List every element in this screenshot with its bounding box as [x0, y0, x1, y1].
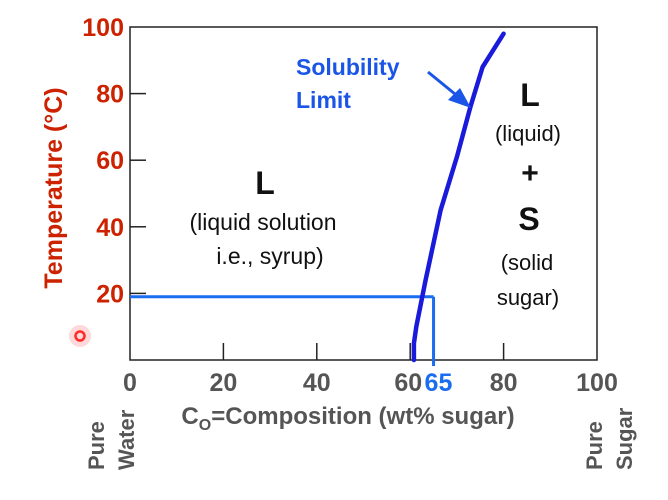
right-region-plus: +: [521, 157, 539, 190]
x-marker-label-65: 65: [425, 369, 453, 397]
left-region-desc-1: (liquid solution: [189, 209, 336, 235]
solubility-arrow-icon: [427, 70, 471, 108]
y-tick-label: 60: [96, 147, 124, 175]
right-region-s: S: [518, 201, 539, 237]
pure-water-label-1: Pure: [84, 421, 109, 470]
left-region-symbol: L: [255, 165, 275, 201]
x-tick-label: 0: [123, 369, 137, 397]
right-region-sugar: sugar): [497, 285, 559, 310]
x-axis-label-rest: =Composition (wt% sugar): [211, 403, 514, 430]
x-axis-label-prefix: C: [181, 403, 198, 430]
solubility-label-line2: Limit: [296, 87, 351, 113]
x-tick-label: 60: [394, 369, 422, 397]
x-axis-label-subscript: O: [199, 417, 211, 434]
x-axis-label: CO=Composition (wt% sugar): [181, 403, 514, 434]
y-axis-label: Temperature (°C): [40, 87, 68, 288]
left-region-desc-2: i.e., syrup): [216, 243, 323, 269]
y-tick-label: 100: [82, 14, 124, 42]
x-tick-label: 80: [490, 369, 518, 397]
right-region-l: L: [520, 77, 540, 113]
solubility-limit-curve: [411, 31, 506, 363]
pure-sugar-label-2: Sugar: [612, 407, 637, 470]
pure-water-label-2: Water: [114, 409, 139, 470]
cursor-indicator-icon: [69, 325, 91, 347]
x-tick-label: 40: [303, 369, 331, 397]
plot-frame: [129, 26, 598, 361]
pure-sugar-label-1: Pure: [582, 421, 607, 470]
right-region-solid: (solid: [501, 250, 554, 275]
y-tick-label: 80: [96, 81, 124, 109]
y-tick-label: 40: [96, 214, 124, 242]
right-region-liquid: (liquid): [495, 121, 561, 146]
solubility-label-line1: Solubility: [296, 54, 400, 80]
x-tick-label: 100: [576, 369, 618, 397]
y-tick-label: 20: [96, 280, 124, 308]
svg-text:CO=Composition (wt% sugar): CO=Composition (wt% sugar): [181, 403, 514, 434]
x-tick-label: 20: [209, 369, 237, 397]
